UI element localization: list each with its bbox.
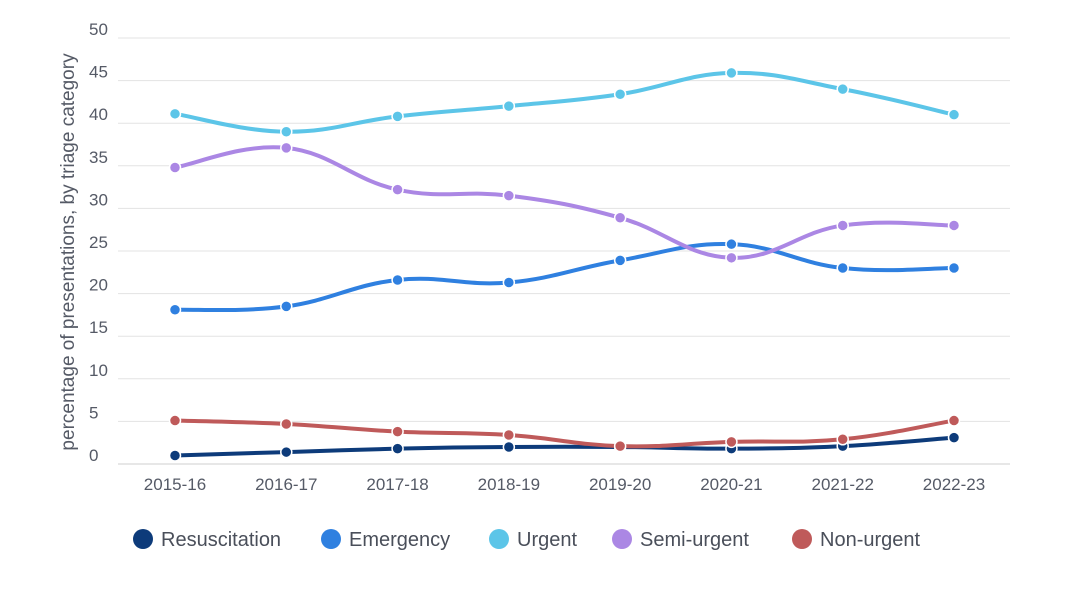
data-point-emergency[interactable] — [836, 261, 849, 275]
x-tick-label: 2018-19 — [478, 475, 540, 494]
x-tick-label: 2016-17 — [255, 475, 317, 494]
data-point-non-urgent[interactable] — [836, 433, 849, 446]
data-point-non-urgent[interactable] — [280, 417, 293, 431]
y-tick-label: 5 — [89, 403, 98, 422]
legend-label: Non-urgent — [820, 529, 921, 551]
x-tick-label: 2020-21 — [700, 475, 762, 494]
data-point-non-urgent[interactable] — [725, 435, 738, 449]
y-axis-ticks: 0 5 10 15 20 25 30 35 40 45 50 — [89, 20, 108, 465]
data-point-semi-urgent[interactable] — [613, 211, 627, 225]
y-tick-label: 15 — [89, 318, 108, 337]
series-semi-urgent — [168, 141, 961, 265]
legend-label: Semi-urgent — [640, 529, 749, 551]
legend-label: Resuscitation — [161, 529, 281, 551]
data-point-urgent[interactable] — [725, 66, 738, 80]
data-point-resuscitation[interactable] — [168, 449, 182, 462]
data-point-emergency[interactable] — [391, 273, 404, 287]
series-line-resuscitation — [173, 435, 956, 458]
y-axis-label: percentage of presentations, by triage c… — [58, 53, 79, 451]
data-point-resuscitation[interactable] — [280, 445, 293, 459]
data-point-non-urgent[interactable] — [947, 414, 961, 427]
series-lines — [168, 66, 961, 462]
legend-marker — [612, 529, 632, 549]
data-point-urgent[interactable] — [502, 99, 516, 113]
data-point-semi-urgent[interactable] — [502, 189, 516, 202]
legend-marker — [489, 529, 509, 549]
data-point-emergency[interactable] — [947, 261, 961, 275]
data-point-resuscitation[interactable] — [391, 442, 404, 455]
legend-marker — [133, 529, 153, 549]
data-point-emergency[interactable] — [613, 254, 627, 267]
data-point-emergency[interactable] — [725, 237, 738, 251]
data-point-urgent[interactable] — [836, 82, 849, 96]
data-point-urgent[interactable] — [391, 110, 404, 123]
data-point-semi-urgent[interactable] — [836, 219, 849, 232]
data-point-semi-urgent[interactable] — [280, 141, 293, 155]
legend: Resuscitation Emergency Urgent Semi-urgent N… — [133, 529, 921, 551]
y-tick-label: 0 — [89, 446, 98, 465]
y-tick-label: 10 — [89, 361, 108, 380]
x-tick-label: 2019-20 — [589, 475, 651, 494]
x-tick-label: 2017-18 — [366, 475, 428, 494]
data-point-resuscitation[interactable] — [502, 440, 516, 454]
series-non-urgent — [168, 414, 961, 453]
data-point-semi-urgent[interactable] — [168, 161, 182, 174]
y-tick-label: 30 — [89, 190, 108, 209]
legend-item-semi-urgent[interactable]: Semi-urgent — [612, 529, 749, 551]
legend-marker — [321, 529, 341, 549]
series-line-semi-urgent — [173, 145, 956, 260]
series-line-urgent — [173, 70, 956, 134]
x-axis-ticks: 2015-16 2016-17 2017-18 2018-19 2019-20 2020-… — [144, 475, 985, 494]
series-line-emergency — [173, 242, 956, 313]
y-tick-label: 25 — [89, 233, 108, 252]
data-point-urgent[interactable] — [168, 107, 182, 121]
data-point-urgent[interactable] — [280, 125, 293, 138]
data-point-non-urgent[interactable] — [391, 425, 404, 438]
data-point-non-urgent[interactable] — [168, 414, 182, 427]
data-point-non-urgent[interactable] — [502, 428, 516, 442]
x-tick-label: 2022-23 — [923, 475, 985, 494]
y-tick-label: 50 — [89, 20, 108, 39]
legend-label: Urgent — [517, 529, 577, 551]
legend-item-resuscitation[interactable]: Resuscitation — [133, 529, 281, 551]
legend-label: Emergency — [349, 529, 450, 551]
data-point-non-urgent[interactable] — [613, 439, 627, 453]
y-tick-label: 45 — [89, 63, 108, 82]
legend-item-emergency[interactable]: Emergency — [321, 529, 450, 551]
data-point-semi-urgent[interactable] — [947, 219, 961, 232]
series-line-non-urgent — [173, 418, 956, 449]
data-point-urgent[interactable] — [947, 108, 961, 121]
data-point-resuscitation[interactable] — [947, 431, 961, 444]
y-tick-label: 20 — [89, 276, 108, 295]
legend-marker — [792, 529, 812, 549]
data-point-semi-urgent[interactable] — [725, 251, 738, 265]
x-tick-label: 2015-16 — [144, 475, 206, 494]
x-tick-label: 2021-22 — [812, 475, 874, 494]
legend-item-urgent[interactable]: Urgent — [489, 529, 577, 551]
series-emergency — [168, 237, 961, 317]
y-tick-label: 35 — [89, 148, 108, 167]
data-point-urgent[interactable] — [613, 87, 627, 101]
data-point-semi-urgent[interactable] — [391, 183, 404, 196]
data-point-emergency[interactable] — [280, 300, 293, 313]
y-tick-label: 40 — [89, 105, 108, 124]
data-point-emergency[interactable] — [168, 303, 182, 317]
legend-item-non-urgent[interactable]: Non-urgent — [792, 529, 921, 551]
series-urgent — [168, 66, 961, 138]
data-point-emergency[interactable] — [502, 276, 516, 289]
